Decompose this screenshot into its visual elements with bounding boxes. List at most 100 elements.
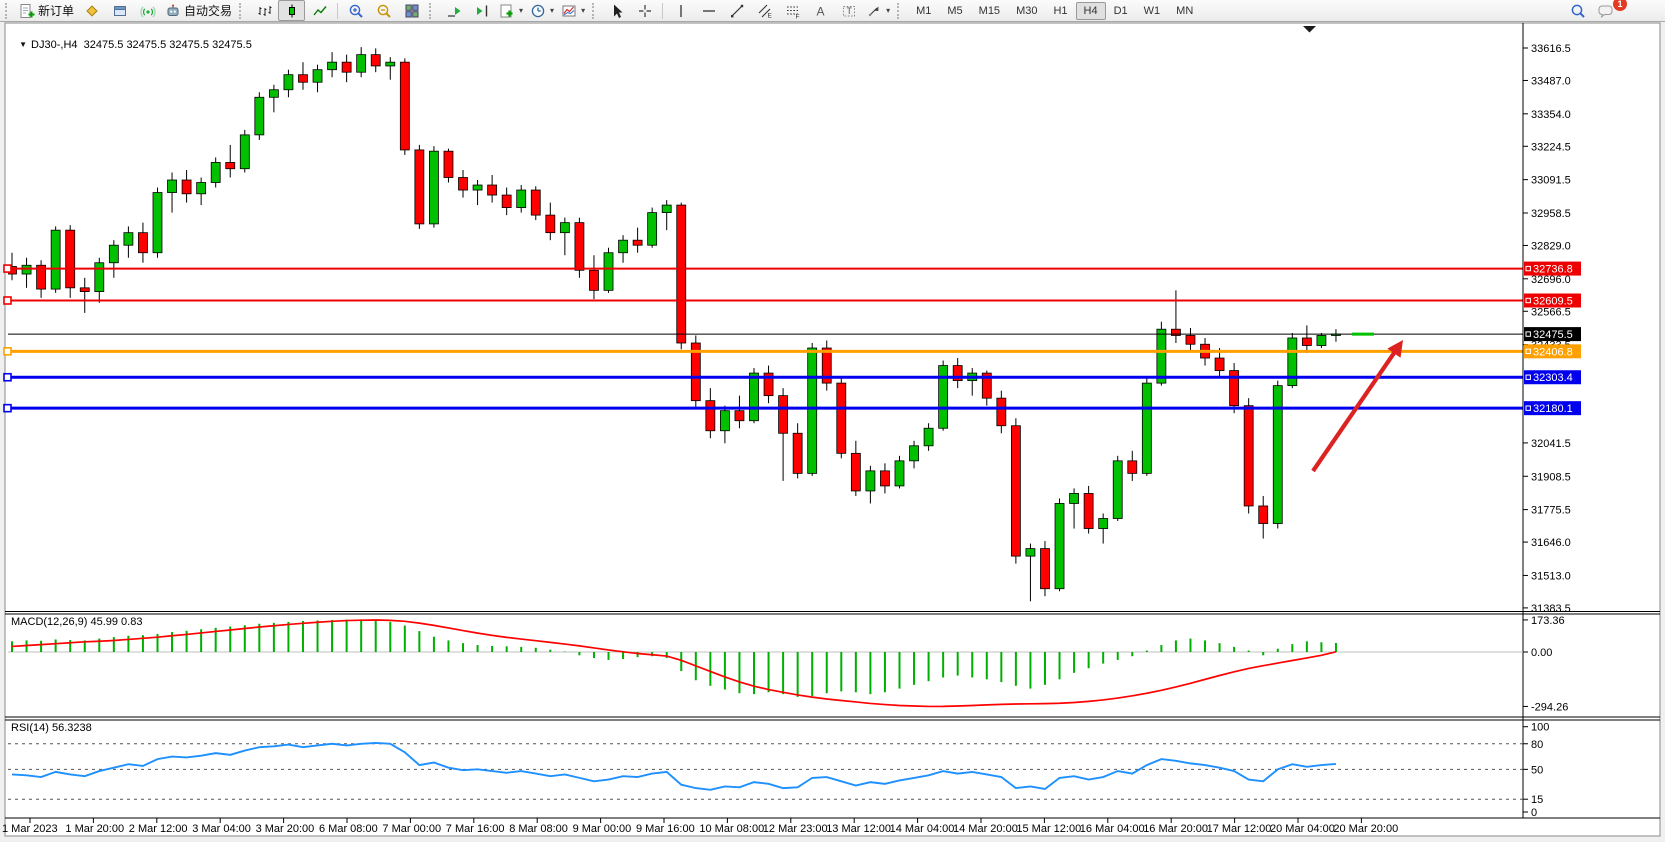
text-label-tool-button[interactable]: T — [835, 0, 862, 21]
toolbar-grip[interactable] — [897, 2, 904, 19]
candle-body — [385, 61, 396, 67]
toolbar-grip[interactable] — [592, 2, 599, 19]
price-tick-label: 33354.0 — [1531, 109, 1571, 121]
periods-button[interactable]: ▾ — [527, 0, 557, 21]
candle-body — [1040, 548, 1050, 590]
line-anchor-handle[interactable] — [3, 403, 12, 413]
candle-body — [792, 432, 803, 474]
timeframe-M30[interactable]: M30 — [1016, 4, 1038, 17]
fibonacci-tool-button[interactable]: F — [779, 0, 806, 21]
candle-body — [981, 372, 992, 399]
candle-body — [1010, 425, 1021, 557]
candle-body — [181, 179, 192, 195]
macd-indicator-label: MACD(12,26,9) 45.99 0.83 — [11, 616, 143, 628]
trendline-tool-button[interactable] — [723, 0, 750, 21]
tile-windows-button[interactable] — [398, 0, 425, 21]
timeframe-switcher: M1 M5 M15 M30 H1 H4 D1 W1 MN — [908, 1, 1201, 20]
time-tick-label: 3 Mar 04:00 — [192, 823, 251, 835]
candlestick-chart-button[interactable] — [278, 0, 306, 21]
equidistant-channel-tool-button[interactable]: E — [751, 0, 778, 21]
crosshair-button[interactable] — [631, 0, 658, 21]
candle-body — [647, 212, 658, 246]
zoom-out-button[interactable] — [370, 0, 397, 21]
new-order-button[interactable]: 新订单 — [16, 0, 77, 21]
line-anchor-handle[interactable] — [3, 372, 12, 382]
price-level-badge — [1524, 344, 1581, 359]
macd-tick-label: 0.00 — [1531, 647, 1552, 659]
price-level-badge-value: 32303.4 — [1533, 372, 1573, 384]
text-tool-button[interactable]: A — [807, 0, 834, 21]
svg-text:F: F — [795, 13, 799, 19]
timeframe-MN[interactable]: MN — [1176, 4, 1194, 17]
timeframe-H1[interactable]: H1 — [1053, 4, 1068, 17]
time-tick-label: 6 Mar 08:00 — [319, 823, 378, 835]
candle-body — [865, 470, 876, 492]
search-button[interactable] — [1564, 0, 1591, 21]
time-tick-label: 14 Mar 04:00 — [890, 823, 955, 835]
toolbar-grip[interactable] — [5, 2, 12, 19]
trend-arrow-annotation[interactable] — [1311, 340, 1403, 473]
price-level-badge-value: 32475.5 — [1533, 329, 1573, 341]
candlestick-series[interactable] — [8, 47, 1341, 602]
price-axis[interactable]: 33616.5 33487.0 33354.0 33224.5 33091.5 32958… — [1522, 23, 1581, 818]
time-axis[interactable]: 1 Mar 2023 1 Mar 20:00 2 Mar 12:00 3 Mar 04… — [2, 818, 1398, 835]
candle-body — [414, 149, 425, 225]
signals-button[interactable] — [134, 0, 161, 21]
price-level-badge-value: 32180.1 — [1533, 403, 1573, 415]
candle-body — [1112, 460, 1123, 519]
cursor-button[interactable] — [603, 0, 630, 21]
line-chart-icon — [312, 5, 327, 15]
horizontal-lines — [3, 264, 1523, 413]
rsi-panel — [8, 741, 1523, 800]
badge-anchor-mark — [1525, 265, 1531, 272]
clock-icon — [531, 4, 545, 17]
dropdown-caret-icon: ▾ — [886, 6, 891, 15]
timeframe-M15[interactable]: M15 — [978, 4, 1001, 17]
main-toolbar: 新订单 自动交易 ▾ ▾ — [0, 0, 1665, 22]
line-anchor-handle[interactable] — [3, 264, 12, 273]
candle-body — [632, 239, 643, 246]
chart-shift-button[interactable] — [468, 0, 495, 21]
candle-body — [1171, 328, 1181, 336]
toolbar-grip[interactable] — [429, 2, 436, 19]
bar-chart-button[interactable] — [250, 0, 277, 21]
arrow-head — [1387, 340, 1403, 358]
templates-button[interactable]: ▾ — [558, 0, 588, 21]
line-anchor-handle[interactable] — [3, 347, 12, 356]
candle-body — [370, 54, 381, 67]
market-watch-button[interactable] — [78, 0, 105, 21]
candle-body — [705, 400, 716, 432]
navigator-button[interactable] — [106, 0, 133, 21]
candle-body — [65, 229, 76, 289]
timeframe-H4[interactable]: H4 — [1075, 1, 1106, 20]
line-chart-button[interactable] — [306, 0, 333, 21]
candle-body — [1025, 548, 1036, 557]
timeframe-M5[interactable]: M5 — [947, 4, 963, 17]
candle-body — [807, 347, 818, 474]
indicators-button[interactable]: ▾ — [496, 0, 526, 21]
timeframe-W1[interactable]: W1 — [1143, 4, 1161, 17]
symbol-dropdown-icon[interactable]: ▼ — [19, 40, 28, 49]
badge-anchor-mark — [1525, 348, 1531, 355]
toolbar-grip[interactable] — [239, 2, 246, 19]
chart-canvas[interactable]: 33616.5 33487.0 33354.0 33224.5 33091.5 32958… — [0, 22, 1665, 842]
shapes-tool-button[interactable]: ▾ — [863, 0, 893, 21]
price-tick-label: 31775.5 — [1531, 505, 1571, 517]
candle-body — [618, 239, 628, 254]
timeframe-D1[interactable]: D1 — [1113, 4, 1128, 17]
auto-scroll-button[interactable] — [440, 0, 467, 21]
navigator-icon — [113, 5, 126, 16]
chart-menu-marker-icon[interactable] — [1303, 26, 1316, 33]
rsi-line — [11, 741, 1337, 791]
vertical-line-tool-button[interactable] — [667, 0, 694, 21]
candle-body — [8, 266, 17, 275]
notifications-button[interactable]: 1 — [1592, 0, 1627, 21]
rsi-tick-label: 80 — [1531, 739, 1543, 751]
horizontal-line-tool-button[interactable] — [695, 0, 722, 21]
autotrading-button[interactable]: 自动交易 — [162, 0, 235, 21]
candle-body — [399, 61, 410, 151]
candle-body — [458, 177, 468, 191]
line-anchor-handle[interactable] — [3, 296, 12, 305]
timeframe-M1[interactable]: M1 — [916, 4, 932, 17]
zoom-in-button[interactable] — [342, 0, 369, 21]
